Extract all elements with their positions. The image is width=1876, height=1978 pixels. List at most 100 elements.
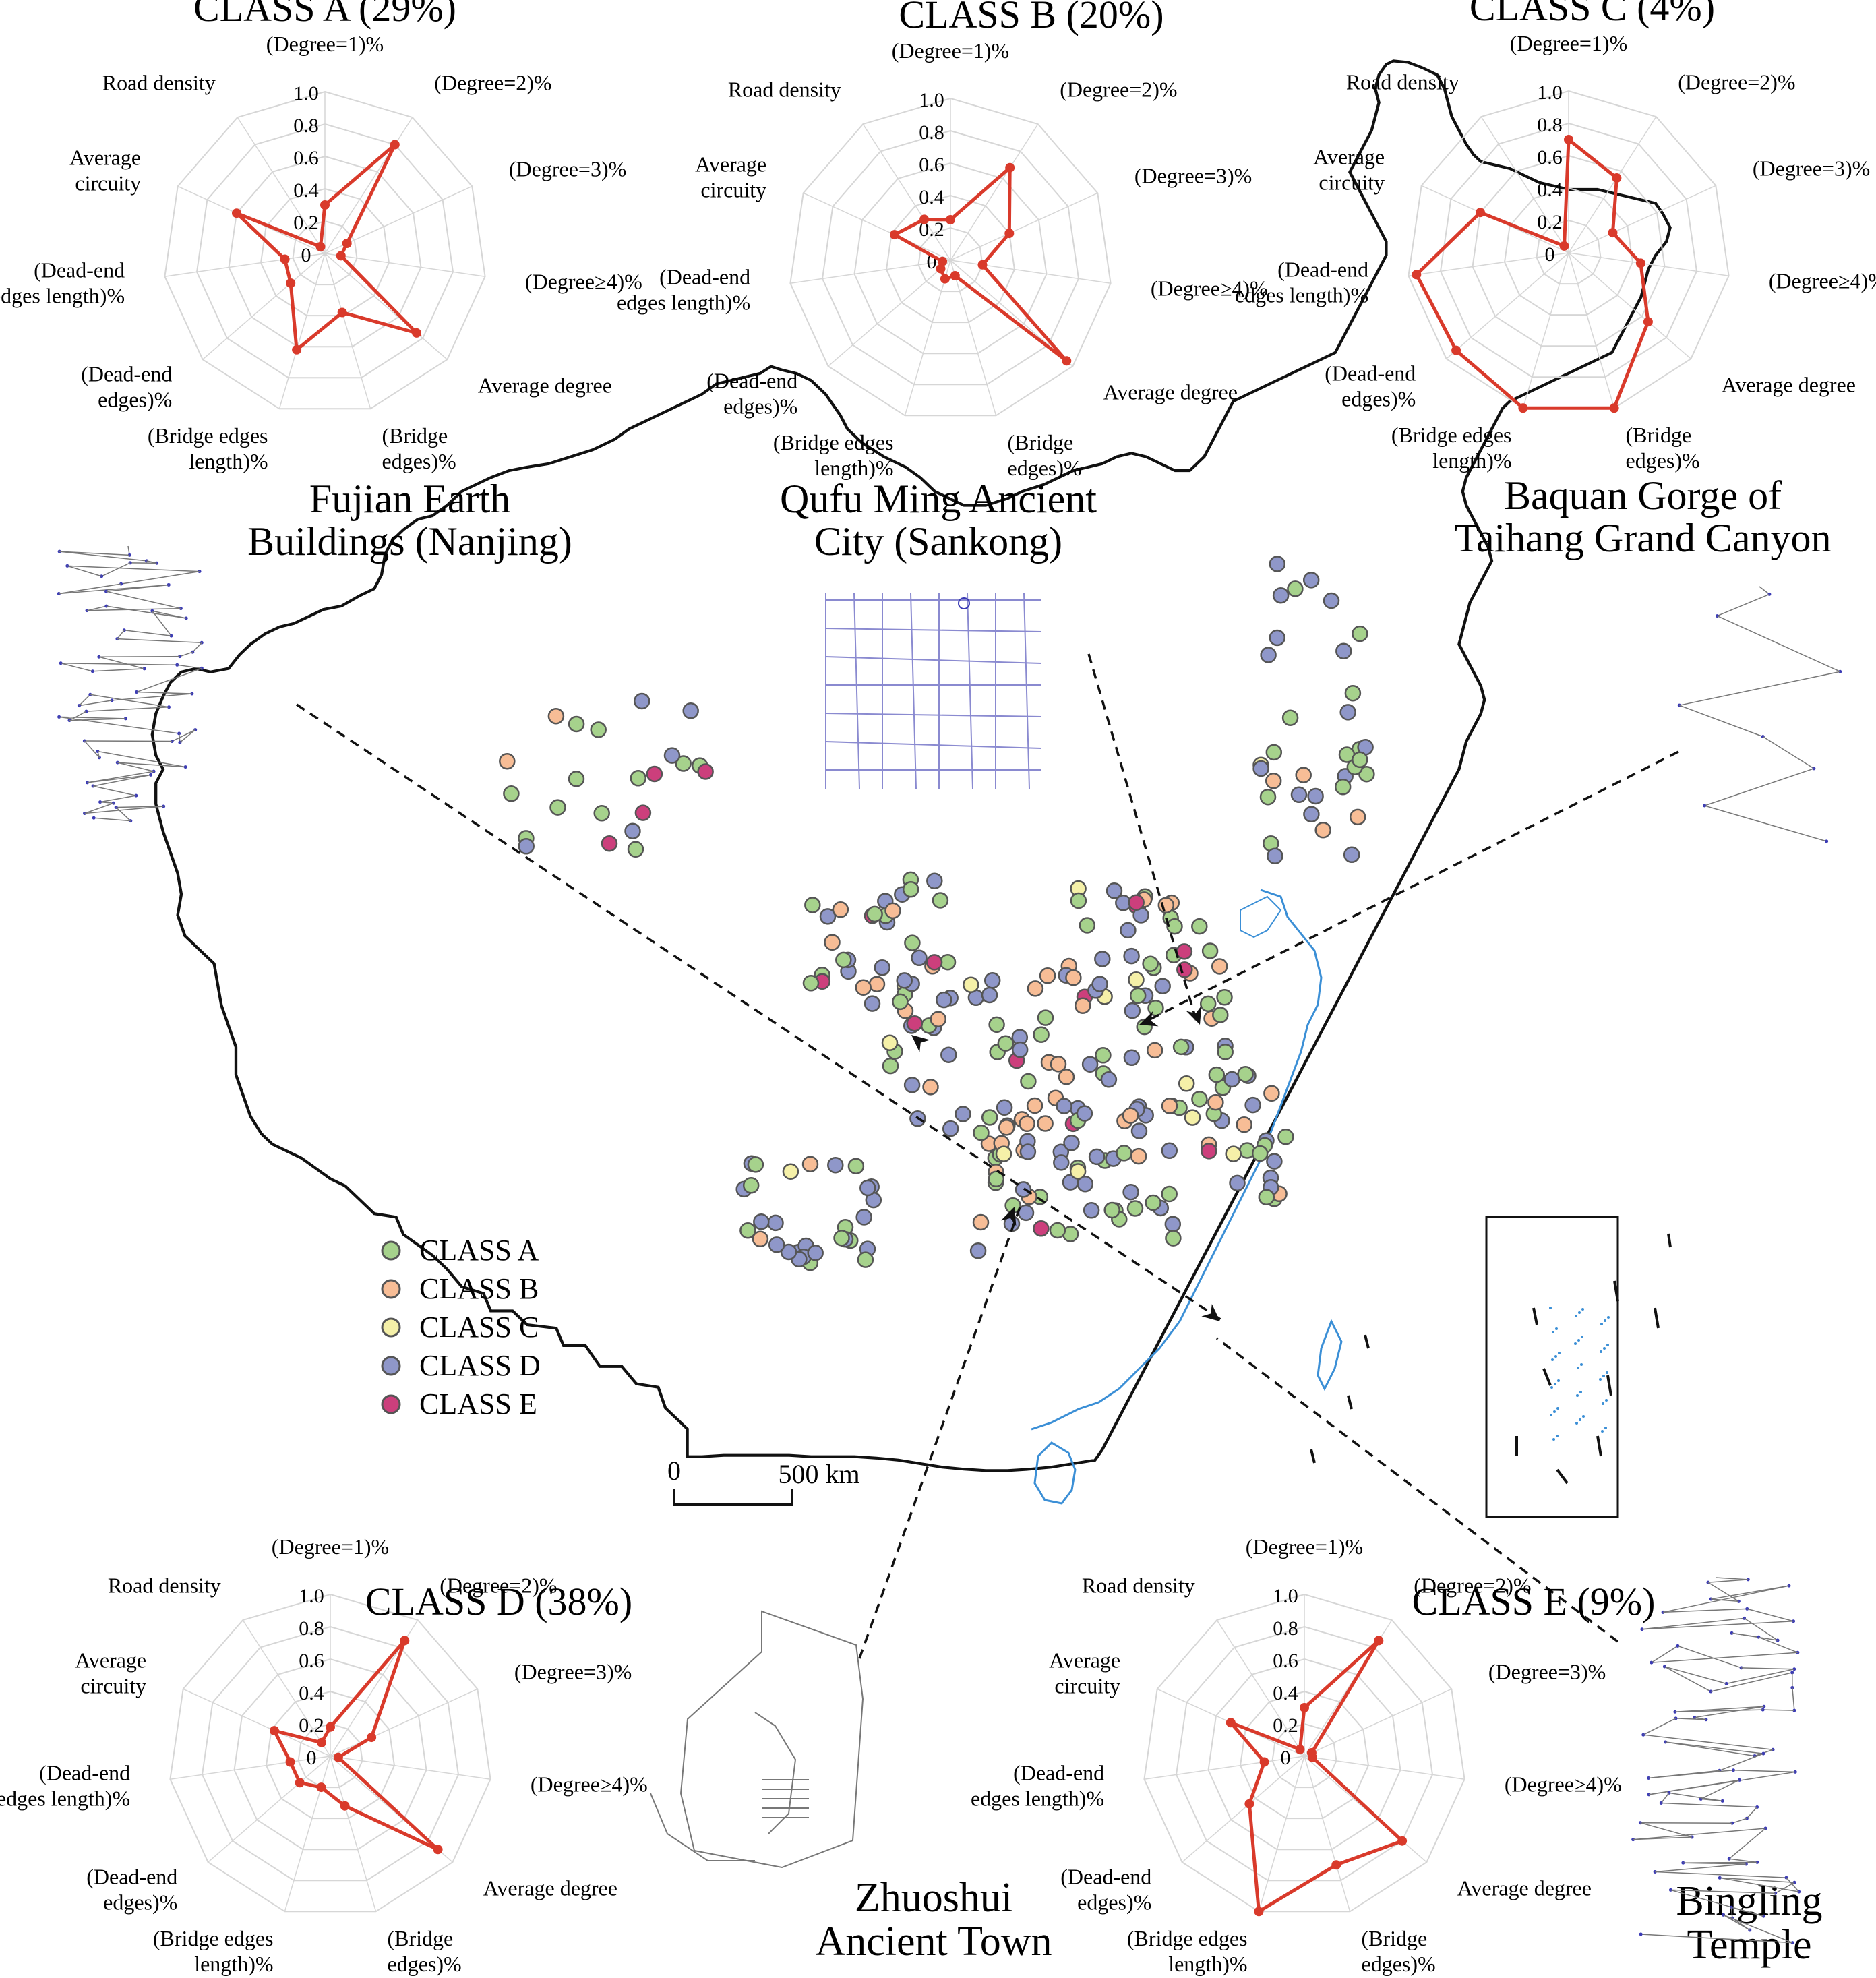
- island-dot: [1555, 1327, 1558, 1330]
- site-point-class-c: [1184, 1109, 1201, 1126]
- site-point-class-e: [1128, 894, 1145, 911]
- site-point-class-d: [1343, 846, 1360, 864]
- radar-tick-label: 0.8: [919, 121, 944, 144]
- network-edge: [90, 694, 169, 708]
- network-edge: [1717, 593, 1770, 617]
- site-point-class-a: [1126, 1200, 1144, 1217]
- boundary-dash: [1613, 1280, 1619, 1302]
- site-point-class-d: [984, 972, 1001, 989]
- site-point-class-b: [824, 934, 841, 951]
- site-point-class-b: [801, 1156, 819, 1172]
- site-point-class-a: [932, 892, 949, 909]
- site-point-class-d: [1123, 1049, 1141, 1067]
- scale-end-label: 500 km: [778, 1459, 859, 1489]
- radar-spoke: [242, 1619, 331, 1757]
- site-point-class-d: [942, 1120, 959, 1137]
- site-point-class-d: [936, 991, 952, 1009]
- radar-axis-label: (Degree=3)%: [1753, 156, 1870, 180]
- site-point-class-a: [1281, 709, 1299, 726]
- arrow-fujian: [911, 1035, 930, 1052]
- network-edge: [106, 584, 169, 592]
- network-edge: [1655, 1863, 1747, 1873]
- arrow-qufu-head: [1186, 1005, 1202, 1025]
- site-point-class-b: [752, 1230, 769, 1248]
- site-point-class-a: [1033, 1026, 1050, 1043]
- radar-point: [1635, 258, 1645, 268]
- radar-spoke: [202, 253, 326, 360]
- radar-axis-label: Average circuity: [1313, 144, 1385, 194]
- radar-grid-ring: [1207, 1658, 1401, 1851]
- radar-tick-label: 0.6: [1273, 1650, 1298, 1672]
- site-point-class-d: [1154, 978, 1171, 994]
- radar-axis-label: Average circuity: [695, 152, 766, 202]
- radar-point: [232, 208, 241, 218]
- site-point-class-b: [1146, 1042, 1163, 1059]
- site-point-class-d: [1122, 1183, 1139, 1201]
- radar-spoke: [1408, 252, 1569, 276]
- radar-axis-label: (Bridge edges)%: [1008, 430, 1082, 480]
- network-edge: [679, 1610, 864, 1869]
- network-edge: [1732, 1818, 1747, 1824]
- radar-spoke: [1446, 252, 1569, 359]
- radar-axis-label: (Dead-end edges)%: [81, 362, 172, 412]
- site-point-class-d: [1290, 786, 1308, 804]
- china-border: [150, 59, 1672, 1472]
- site-point-class-a: [882, 1057, 899, 1075]
- radar-spoke: [950, 123, 1039, 261]
- scale-bar: [673, 1489, 793, 1506]
- network-edge: [1720, 1877, 1799, 1892]
- radar-point: [946, 215, 955, 224]
- site-point-class-a: [503, 785, 520, 802]
- site-point-class-d: [1094, 951, 1111, 967]
- network-edge: [1633, 1828, 1766, 1840]
- site-point-class-b: [1074, 997, 1091, 1014]
- site-point-class-a: [1166, 918, 1183, 935]
- network-edge: [179, 729, 196, 743]
- radar-point: [1259, 1757, 1269, 1767]
- site-point-class-a: [988, 1016, 1005, 1033]
- site-point-class-a: [739, 1222, 756, 1239]
- network-edge: [1704, 805, 1827, 842]
- site-point-class-d: [633, 692, 650, 710]
- radar-tick-label: 1.0: [293, 82, 319, 104]
- network-edge: [59, 551, 147, 562]
- site-point-class-d: [1307, 787, 1324, 805]
- radar-axis-label: Average degree: [483, 1876, 617, 1900]
- site-point-class-a: [630, 770, 647, 787]
- site-point-class-a: [1116, 1145, 1132, 1162]
- radar-point: [390, 140, 400, 150]
- radar-point: [1374, 1636, 1384, 1646]
- radar-axis-label: (Dead-end edges length)%: [0, 1761, 130, 1811]
- island-dot: [1581, 1308, 1584, 1311]
- site-point-class-b: [972, 1213, 990, 1231]
- network-edge: [179, 651, 193, 657]
- radar-tick-label: 0.6: [293, 147, 319, 169]
- network-edge: [84, 740, 100, 758]
- site-point-class-d: [1056, 1098, 1072, 1114]
- radar-axis-label: (Degree=2)%: [434, 71, 551, 95]
- radar-spoke: [183, 1688, 331, 1757]
- site-point-class-e: [1201, 1143, 1217, 1160]
- site-point-class-a: [1352, 751, 1368, 769]
- taiwan-island: [1317, 1319, 1343, 1391]
- radar-point: [936, 264, 946, 274]
- site-point-class-c: [1128, 971, 1145, 988]
- site-point-class-a: [902, 880, 919, 898]
- site-point-class-a: [1079, 917, 1096, 934]
- site-point-class-b: [998, 1119, 1015, 1136]
- radar-grid-ring: [1143, 1593, 1465, 1913]
- radar-tick-label: 0.2: [299, 1714, 324, 1737]
- network-edge: [1747, 1608, 1794, 1622]
- radar-spoke: [324, 117, 413, 254]
- radar-spoke: [330, 1756, 491, 1780]
- site-point-class-a: [866, 905, 883, 923]
- site-point-class-a: [568, 715, 585, 733]
- site-point-class-d: [1124, 1002, 1141, 1019]
- arrow-qufu: [1186, 1005, 1202, 1025]
- island-dot: [1600, 1350, 1602, 1353]
- radar-point: [1451, 345, 1461, 355]
- island-dot: [1606, 1371, 1608, 1374]
- network-edge: [1710, 1672, 1792, 1692]
- site-point-class-d: [1161, 1142, 1178, 1160]
- network-edge: [1665, 1741, 1763, 1754]
